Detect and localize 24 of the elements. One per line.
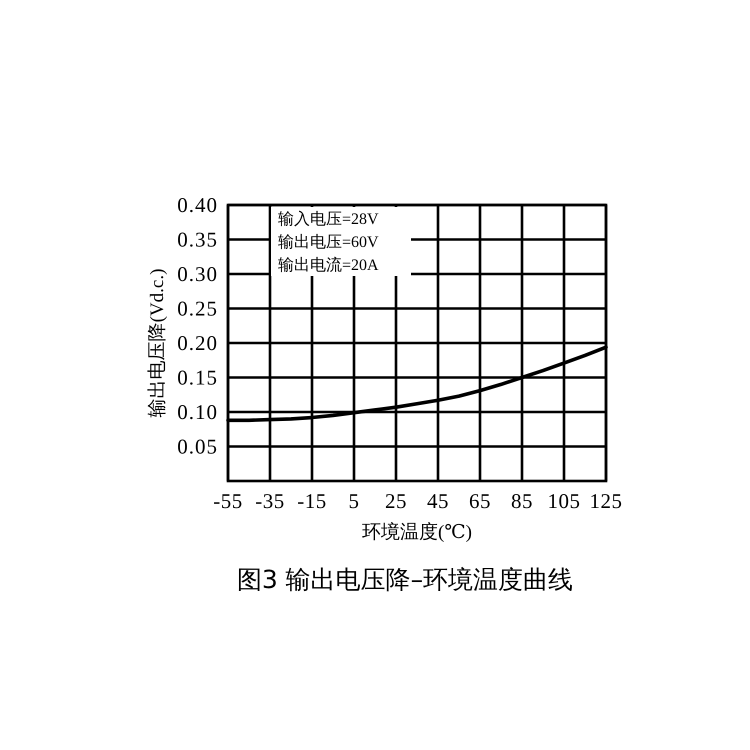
x-tick-label: 65 <box>469 489 491 513</box>
x-tick-label: 105 <box>548 489 580 513</box>
y-tick-label: 0.20 <box>177 331 218 355</box>
annotation: 输入电压=28V <box>278 210 380 228</box>
chart-title: 图3 输出电压降–环境温度曲线 <box>236 565 574 594</box>
y-tick-label: 0.40 <box>177 193 218 217</box>
x-tick-label: -55 <box>213 489 243 513</box>
y-tick-label: 0.05 <box>177 434 218 458</box>
y-tick-label: 0.25 <box>177 296 218 320</box>
x-axis-title: 环境温度(℃) <box>362 521 472 543</box>
x-tick-label: -15 <box>297 489 327 513</box>
x-tick-label: -35 <box>255 489 285 513</box>
x-tick-label: 85 <box>511 489 533 513</box>
x-tick-label: 5 <box>348 489 360 513</box>
y-tick-label: 0.15 <box>177 366 218 390</box>
x-tick-label: 25 <box>385 489 407 513</box>
x-tick-label: 125 <box>590 489 622 513</box>
y-axis-title: 输出电压降(Vd.c.) <box>147 268 168 418</box>
y-tick-label: 0.35 <box>177 228 218 252</box>
y-tick-label: 0.30 <box>177 262 218 286</box>
y-tick-label: 0.10 <box>177 400 218 424</box>
annotation: 输出电流=20A <box>278 256 380 274</box>
x-tick-label: 45 <box>427 489 449 513</box>
annotation: 输出电压=60V <box>278 233 380 251</box>
